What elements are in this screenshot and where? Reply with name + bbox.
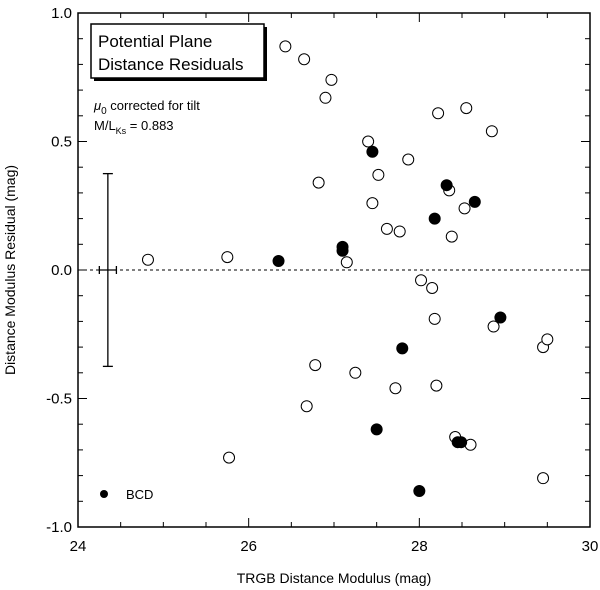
data-point (340, 256, 353, 269)
bcd-data-point (396, 342, 409, 355)
ml-prefix: M/L (94, 118, 116, 133)
data-point (312, 176, 325, 189)
representative-error-bar (98, 172, 118, 368)
data-point (366, 197, 379, 210)
x-axis-title: TRGB Distance Modulus (mag) (237, 570, 432, 586)
x-axis-ticks: 24 26 28 30 (70, 13, 599, 555)
bcd-data-point (455, 436, 468, 449)
data-point (300, 400, 313, 413)
y-axis-title: Distance Modulus Residual (mag) (2, 165, 18, 375)
data-point (223, 451, 236, 464)
data-point (298, 53, 311, 66)
x-tick-label: 26 (240, 538, 257, 555)
data-point (372, 168, 385, 181)
x-tick-label: 30 (582, 538, 599, 555)
y-tick-label: -0.5 (46, 391, 72, 408)
data-point (460, 102, 473, 115)
data-point (325, 73, 338, 86)
data-point (221, 251, 234, 264)
bcd-data-point (272, 255, 285, 268)
mu-subscript: 0 (101, 106, 107, 117)
x-tick-label: 28 (411, 538, 428, 555)
data-point (485, 125, 498, 138)
data-point (349, 366, 362, 379)
data-point (430, 379, 443, 392)
bcd-data-point (494, 311, 507, 324)
title-box: Potential Plane Distance Residuals (90, 23, 267, 81)
data-point (432, 107, 445, 120)
data-point (487, 320, 500, 333)
y-tick-label: 1.0 (51, 5, 72, 22)
data-point (389, 382, 402, 395)
legend: BCD (100, 487, 153, 502)
y-tick-label: 0.0 (51, 262, 72, 279)
y-axis-ticks: -1.0 -0.5 0.0 0.5 1.0 (46, 5, 590, 536)
bcd-data-point (370, 423, 383, 436)
title-box-line-1: Potential Plane (98, 32, 212, 51)
data-point (415, 274, 428, 287)
legend-label: BCD (126, 487, 153, 502)
bcd-data-point (366, 145, 379, 158)
mu-text: corrected for tilt (107, 98, 201, 113)
bcd-data-point (440, 179, 453, 192)
ml-subscript: Ks (116, 126, 127, 136)
legend-marker-filled (100, 490, 108, 498)
y-tick-label: 0.5 (51, 134, 72, 151)
data-point (380, 222, 393, 235)
bcd-data-point (336, 244, 349, 257)
bcd-data-point (468, 195, 481, 208)
data-point (537, 472, 550, 485)
mu-symbol: μ (93, 98, 101, 113)
mass-to-light-note: M/LKs = 0.883 (94, 118, 174, 136)
data-point (309, 359, 322, 372)
data-point (541, 333, 554, 346)
data-point (141, 253, 154, 266)
data-point (393, 225, 406, 238)
data-point (362, 135, 375, 148)
data-point (458, 202, 471, 215)
bcd-data-point (413, 485, 426, 498)
data-point (426, 281, 439, 294)
data-point (402, 153, 415, 166)
data-point (279, 40, 292, 53)
bcd-data-point (428, 212, 441, 225)
y-tick-label: -1.0 (46, 519, 72, 536)
title-box-frame (90, 23, 265, 79)
data-points (141, 40, 554, 498)
tilt-correction-note: μ0 corrected for tilt (93, 98, 200, 117)
plot-frame (77, 12, 591, 528)
data-point (445, 230, 458, 243)
ml-value: = 0.883 (126, 118, 173, 133)
data-point (319, 91, 332, 104)
title-box-line-2: Distance Residuals (98, 55, 244, 74)
x-tick-label: 24 (70, 538, 87, 555)
data-point (428, 312, 441, 325)
